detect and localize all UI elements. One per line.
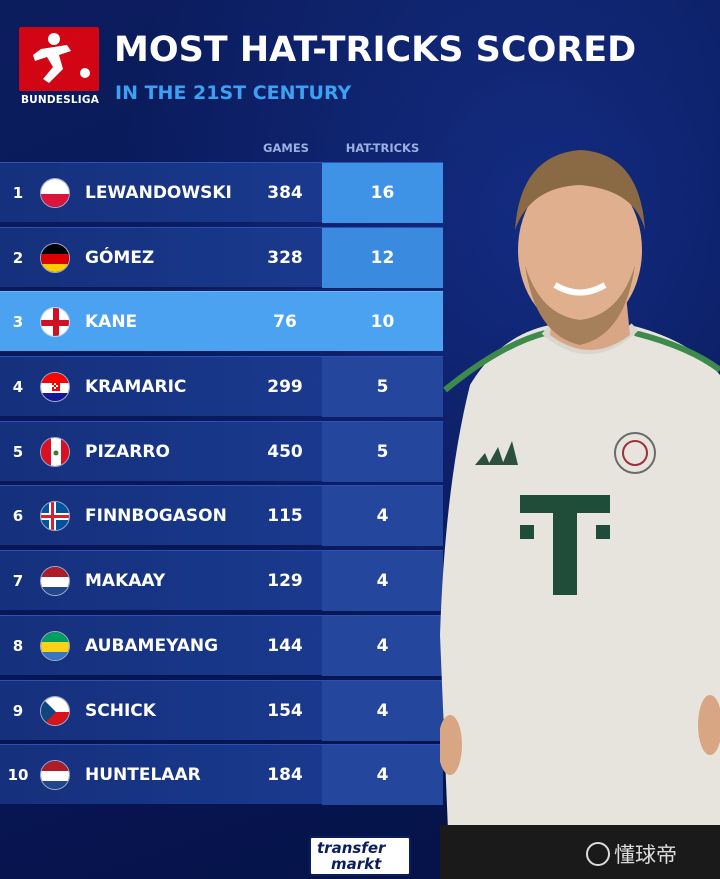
player-name: KANE (85, 312, 138, 333)
games-value: 154 (267, 700, 303, 721)
iceland-flag-icon (40, 501, 70, 532)
bundesliga-logo-text: BUNDESLIGA (20, 94, 100, 106)
hat-tricks-value: 10 (370, 312, 395, 333)
football-icon (586, 842, 610, 866)
table-row: 2 GÓMEZ 328 12 (0, 226, 443, 288)
england-flag-icon (40, 307, 70, 338)
games-value: 184 (267, 765, 303, 786)
bundesliga-logo (19, 27, 99, 91)
transfermarkt-logo: transfer markt (309, 836, 411, 876)
player-name: AUBAMEYANG (85, 635, 219, 656)
croatia-flag-icon (40, 372, 70, 403)
hat-tricks-value: 4 (376, 635, 389, 656)
games-value: 384 (267, 183, 303, 203)
transfermarkt-logo-line1: transfer (317, 839, 386, 857)
rank: 7 (12, 572, 24, 591)
rank: 4 (12, 378, 24, 397)
rank: 1 (12, 184, 24, 202)
rank: 8 (12, 636, 24, 655)
hat-tricks-value: 16 (370, 183, 395, 203)
games-value: 144 (267, 635, 303, 656)
ranking-table: 1 LEWANDOWSKI 384 16 2 GÓMEZ 328 12 3 KA… (0, 162, 443, 809)
czech-flag-icon (40, 695, 70, 726)
hat-tricks-value: 4 (376, 765, 389, 786)
table-row: 8 AUBAMEYANG 144 4 (0, 614, 443, 676)
player-name: SCHICK (85, 700, 156, 721)
table-row: 7 MAKAAY 129 4 (0, 550, 443, 612)
table-row: 10 HUNTELAAR 184 4 (0, 744, 443, 806)
player-name: FINNBOGASON (85, 506, 227, 527)
hat-tricks-value: 5 (376, 441, 389, 462)
player-photo (438, 135, 720, 879)
hat-tricks-cell (322, 615, 443, 676)
page-title: MOST HAT-TRICKS SCORED (114, 30, 637, 70)
player-name: LEWANDOWSKI (85, 183, 232, 203)
hat-tricks-cell (322, 486, 443, 547)
table-row: 5 PIZARRO 450 5 (0, 420, 443, 482)
games-value: 450 (267, 441, 303, 462)
hat-tricks-cell (322, 163, 443, 223)
rank: 3 (12, 313, 24, 332)
peru-flag-icon (40, 436, 70, 467)
hat-tricks-cell (322, 680, 443, 741)
netherlands-flag-icon (40, 760, 70, 791)
table-row: 1 LEWANDOWSKI 384 16 (0, 162, 443, 223)
hat-tricks-value: 4 (376, 571, 389, 592)
hat-tricks-cell (322, 551, 443, 612)
germany-flag-icon (40, 242, 70, 273)
games-value: 76 (273, 312, 297, 333)
player-name: GÓMEZ (85, 247, 155, 268)
hat-tricks-value: 4 (376, 700, 389, 721)
rank: 9 (12, 701, 24, 720)
transfermarkt-logo-line2: markt (331, 855, 382, 873)
gabon-flag-icon (40, 630, 70, 661)
games-value: 129 (267, 571, 303, 592)
player-name: HUNTELAAR (85, 765, 201, 786)
hat-tricks-cell (322, 227, 443, 288)
hat-tricks-cell (322, 745, 443, 806)
column-header-hat-tricks: HAT-TRICKS (345, 141, 420, 155)
games-value: 328 (267, 247, 303, 268)
table-row: 9 SCHICK 154 4 (0, 679, 443, 741)
table-row: 4 KRAMARIC 299 5 (0, 356, 443, 418)
rank: 10 (7, 766, 29, 785)
column-header-games: GAMES (263, 141, 309, 155)
hat-tricks-cell (322, 421, 443, 482)
player-name: MAKAAY (85, 571, 166, 592)
games-value: 299 (267, 377, 303, 398)
hat-tricks-value: 4 (376, 506, 389, 527)
watermark: 懂球帝 (586, 839, 677, 869)
hat-tricks-value: 12 (370, 247, 395, 268)
netherlands-flag-icon (40, 566, 70, 597)
rank: 6 (12, 507, 24, 526)
hat-tricks-cell (322, 357, 443, 418)
table-row-highlighted: 3 KANE 76 10 (0, 291, 443, 352)
table-row: 6 FINNBOGASON 115 4 (0, 485, 443, 547)
watermark-text: 懂球帝 (614, 843, 677, 867)
poland-flag-icon (40, 178, 70, 208)
player-name: PIZARRO (85, 441, 170, 462)
rank: 2 (12, 248, 24, 267)
rank: 5 (12, 442, 24, 461)
games-value: 115 (267, 506, 303, 527)
player-name: KRAMARIC (85, 377, 187, 398)
hat-tricks-value: 5 (376, 377, 389, 398)
page-subtitle: IN THE 21ST CENTURY (115, 82, 352, 104)
